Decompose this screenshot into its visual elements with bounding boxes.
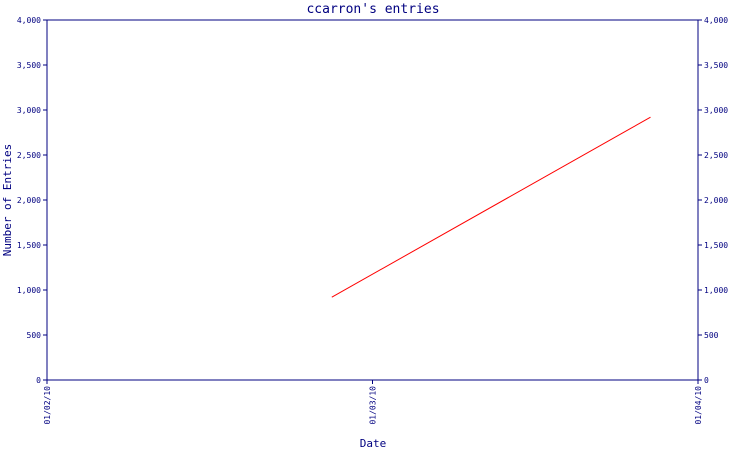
y-tick-label-left: 1,500 bbox=[17, 241, 41, 250]
x-tick-label: 01/02/10 bbox=[43, 386, 52, 425]
y-tick-label-left: 0 bbox=[36, 376, 41, 385]
series-layer bbox=[331, 116, 651, 298]
chart-title: ccarron's entries bbox=[306, 2, 439, 17]
y-tick-label-left: 3,000 bbox=[17, 106, 41, 115]
y-tick-label-left: 1,000 bbox=[17, 286, 41, 295]
y-tick-label-right: 4,000 bbox=[704, 16, 728, 25]
y-tick-label-right: 3,500 bbox=[704, 61, 728, 70]
y-tick-label-right: 500 bbox=[704, 331, 719, 340]
y-axis-right: 0 500 1,000 1,500 2,000 2,500 3,000 3,500 4,000 bbox=[698, 16, 728, 385]
y-tick-label-left: 3,500 bbox=[17, 61, 41, 70]
y-tick-label-left: 2,000 bbox=[17, 196, 41, 205]
y-tick-label-right: 3,000 bbox=[704, 106, 728, 115]
y-tick-label-right: 2,000 bbox=[704, 196, 728, 205]
x-tick-label: 01/03/10 bbox=[369, 386, 378, 425]
plot-area-frame bbox=[46, 19, 699, 381]
x-axis-label: Date bbox=[360, 437, 387, 450]
y-tick-label-left: 500 bbox=[27, 331, 42, 340]
x-tick-label: 01/04/10 bbox=[694, 386, 703, 425]
y-axis-left: 0 500 1,000 1,500 2,000 2,500 3,000 3,500 4,000 bbox=[17, 16, 47, 385]
y-axis-label: Number of Entries bbox=[1, 144, 14, 257]
y-tick-label-right: 2,500 bbox=[704, 151, 728, 160]
y-tick-label-right: 1,000 bbox=[704, 286, 728, 295]
y-tick-label-right: 0 bbox=[704, 376, 709, 385]
y-tick-label-left: 2,500 bbox=[17, 151, 41, 160]
series-line bbox=[331, 116, 651, 298]
x-axis: 01/02/10 01/03/10 01/04/10 bbox=[43, 380, 703, 425]
y-tick-label-right: 1,500 bbox=[704, 241, 728, 250]
y-tick-label-left: 4,000 bbox=[17, 16, 41, 25]
